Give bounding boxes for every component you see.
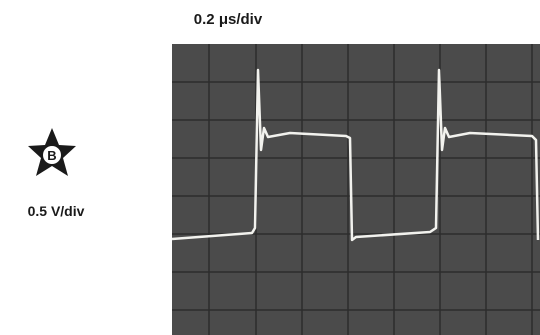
badge-circle — [41, 144, 63, 166]
graticule — [172, 44, 540, 335]
time-scale-label: 0.2 μs/div — [194, 11, 263, 28]
channel-label: B — [47, 148, 56, 163]
volts-scale-label: 0.5 V/div — [28, 203, 85, 219]
waveform-trace — [171, 68, 540, 242]
channel-badge: B — [28, 128, 76, 176]
screen-background — [172, 44, 540, 335]
scope-screen — [171, 44, 540, 335]
